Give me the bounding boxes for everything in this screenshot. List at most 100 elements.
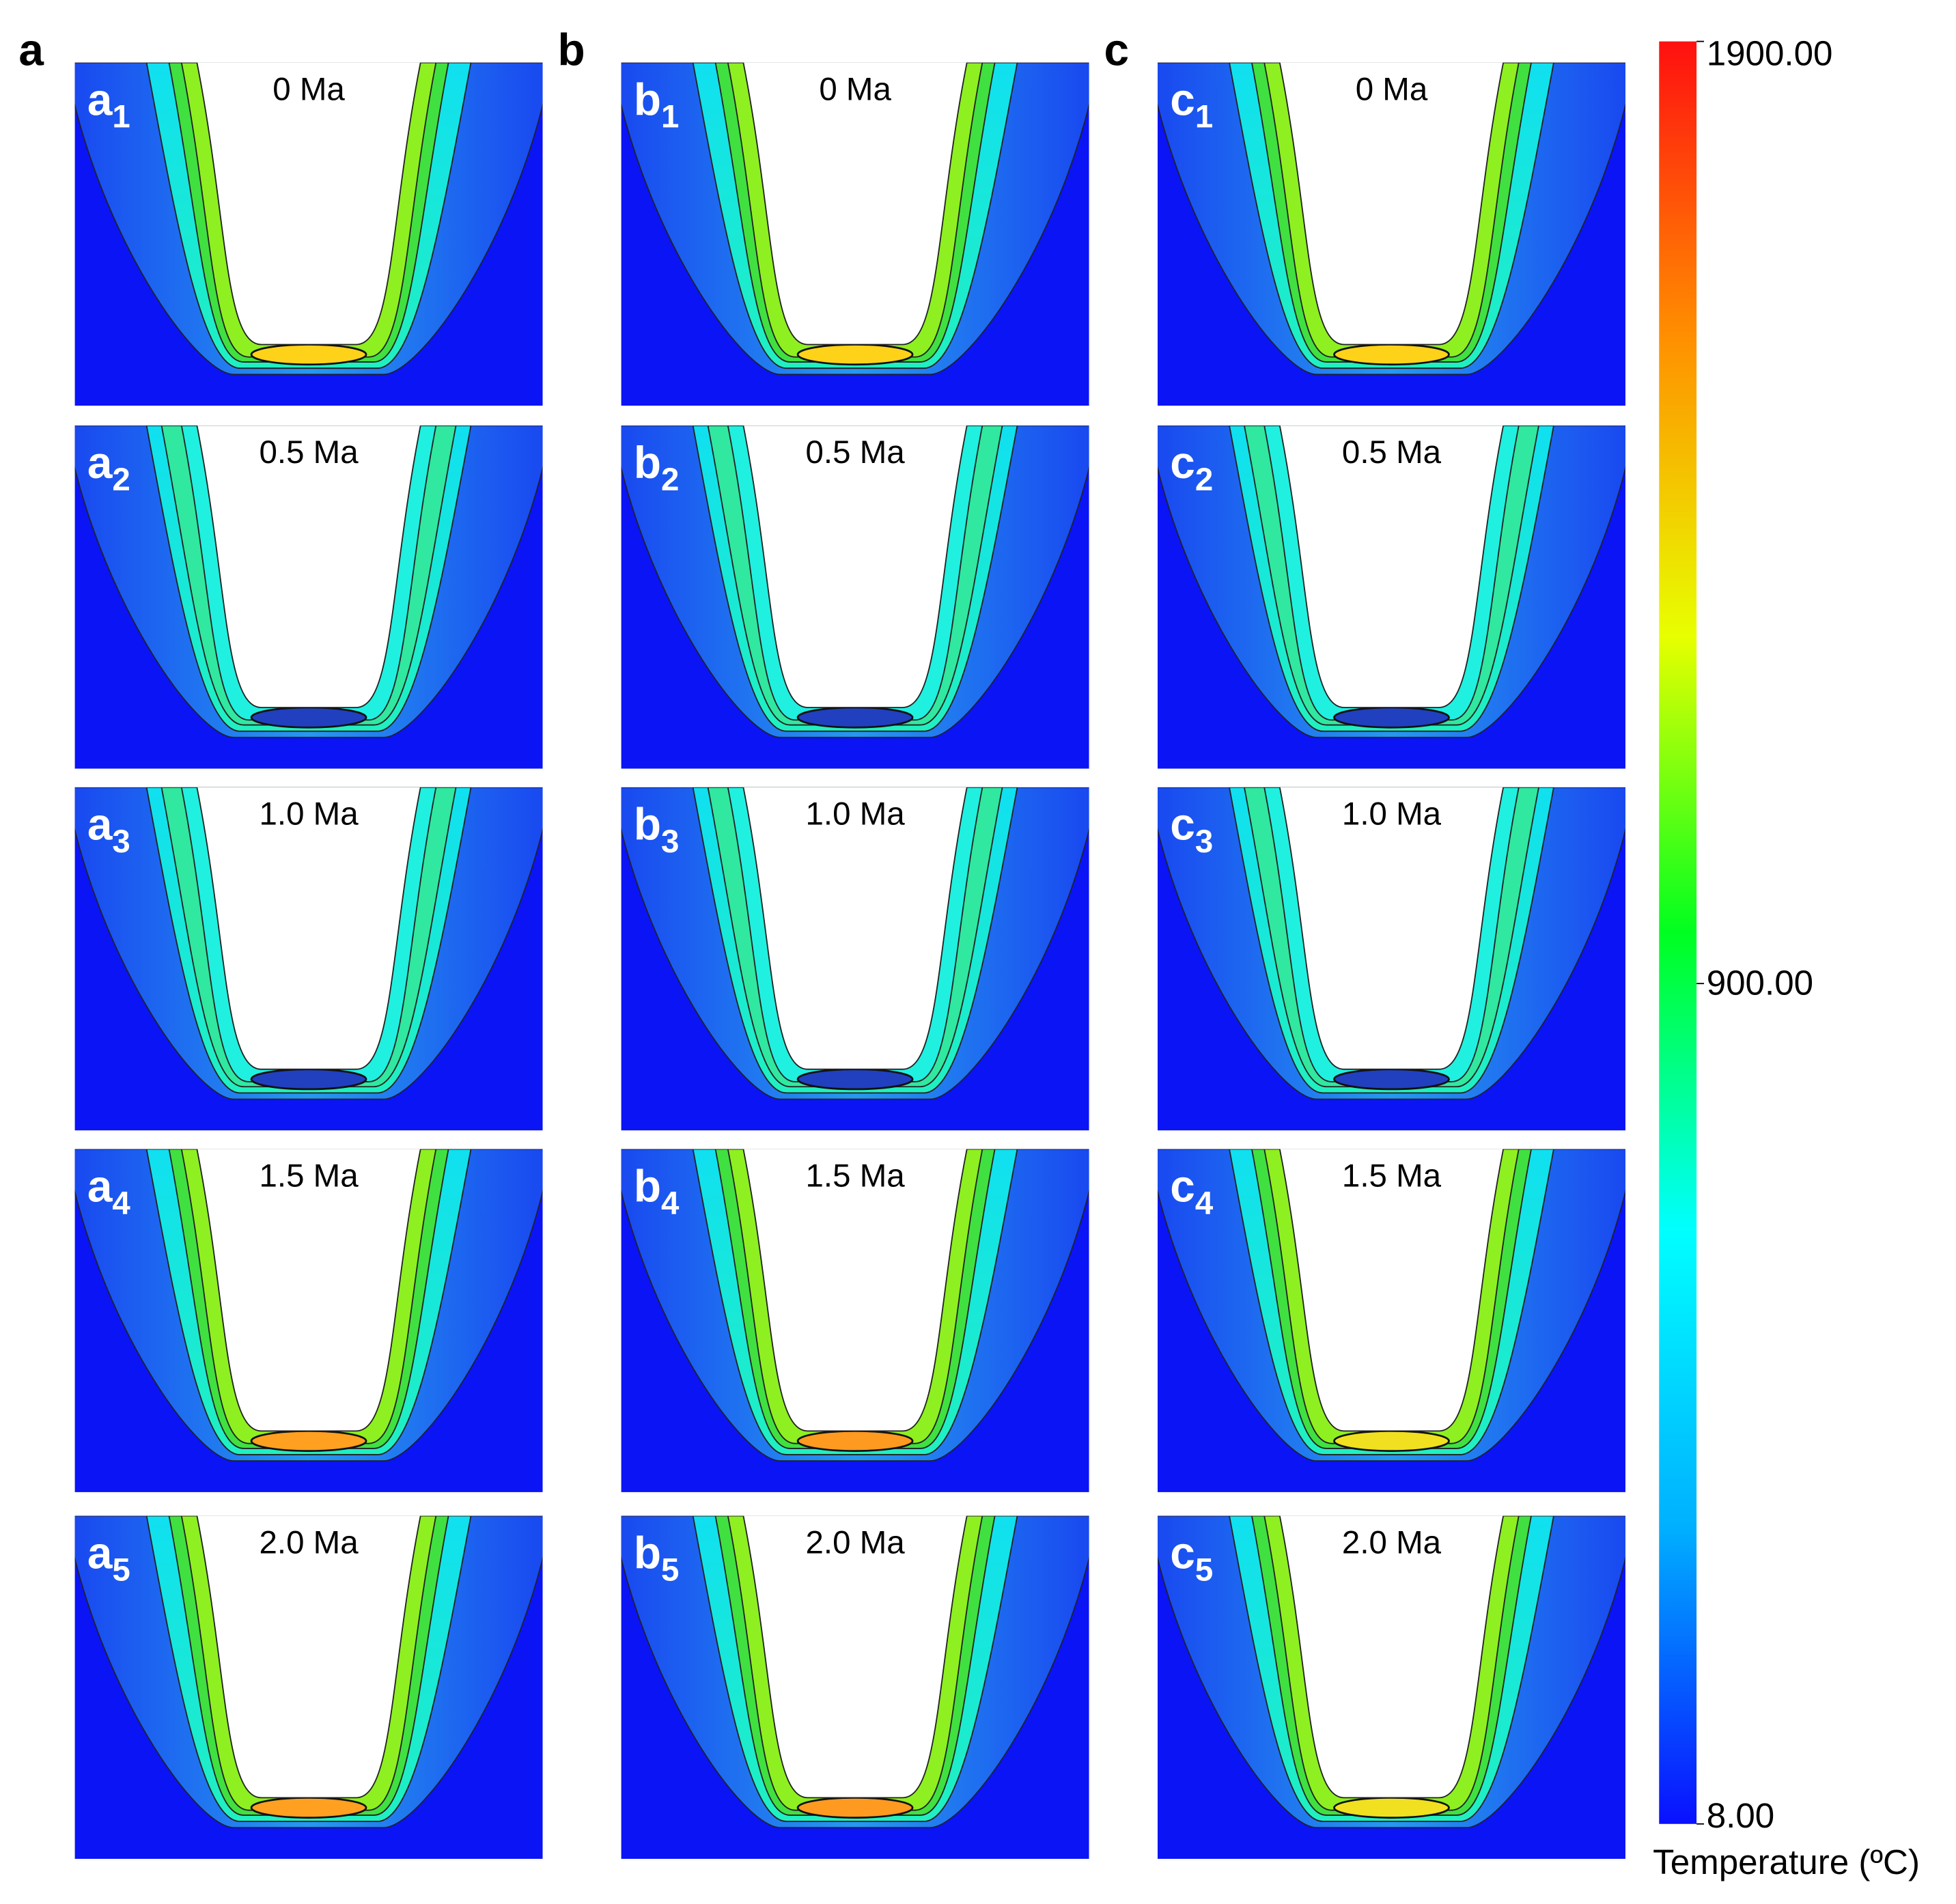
- cavity: [196, 425, 421, 708]
- tip: [1333, 1430, 1450, 1452]
- cavity: [742, 787, 968, 1070]
- panel-index: 4: [661, 1186, 680, 1222]
- cavity: [1279, 1149, 1505, 1432]
- column-label: b: [557, 24, 585, 74]
- cavity: [742, 62, 968, 346]
- cavity: [742, 1149, 968, 1432]
- plume: [621, 1149, 1089, 1462]
- panel-time: 0 Ma: [819, 71, 891, 107]
- plume: [74, 1515, 543, 1829]
- cavity: [1279, 787, 1505, 1070]
- panel-index: 4: [1195, 1186, 1214, 1222]
- panel-time: 1.0 Ma: [260, 796, 359, 832]
- colorbar: [1659, 41, 1697, 1824]
- plume: [74, 787, 543, 1100]
- panel-index: 3: [1195, 824, 1213, 860]
- cavity: [1279, 1515, 1505, 1799]
- panel-label: b4: [634, 1160, 680, 1221]
- panel: 0 Ma b1: [621, 62, 1089, 406]
- panel-index: 5: [1195, 1552, 1213, 1588]
- panel-index: 4: [112, 1186, 130, 1222]
- panel-index: 2: [1195, 462, 1213, 498]
- panel-time: 0 Ma: [1356, 71, 1428, 107]
- plume: [621, 425, 1089, 738]
- panel-label: a2: [87, 437, 130, 498]
- panel-letter: b: [634, 437, 661, 488]
- panel-letter: a: [87, 74, 113, 124]
- panel: 2.0 Ma b5: [621, 1515, 1089, 1859]
- panel-time: 0.5 Ma: [260, 434, 359, 471]
- panel-index: 1: [112, 99, 130, 135]
- plume: [74, 425, 543, 738]
- panel-letter: a: [87, 1160, 113, 1211]
- tip: [250, 1797, 367, 1819]
- colorbar-tick-label: 8.00: [1707, 1796, 1775, 1835]
- column-label: a: [18, 24, 44, 74]
- cavity: [1279, 62, 1505, 346]
- panel: 1.0 Ma a3: [74, 787, 543, 1131]
- colorbar-title: Temperature (ºC): [1653, 1843, 1920, 1881]
- panel-letter: b: [634, 1527, 661, 1578]
- panel-label: c1: [1170, 74, 1213, 135]
- panel: 2.0 Ma c5: [1158, 1515, 1625, 1859]
- panel-time: 1.5 Ma: [806, 1158, 906, 1194]
- panel: 0.5 Ma c2: [1158, 425, 1625, 769]
- panel-label: a4: [87, 1160, 131, 1221]
- tip: [250, 1430, 367, 1452]
- panel-time: 1.0 Ma: [806, 796, 906, 832]
- panel-label: c3: [1170, 799, 1213, 860]
- panel: 2.0 Ma a5: [74, 1515, 543, 1859]
- panel-label: b1: [634, 74, 680, 135]
- panel-time: 1.0 Ma: [1342, 796, 1442, 832]
- panel-letter: a: [87, 799, 113, 850]
- panel: 0.5 Ma b2: [621, 425, 1089, 769]
- panel-index: 5: [661, 1552, 679, 1588]
- cavity: [196, 1515, 421, 1799]
- panel-label: c5: [1170, 1527, 1213, 1588]
- tip: [796, 706, 914, 729]
- plume: [74, 62, 543, 376]
- panel-time: 0.5 Ma: [806, 434, 906, 471]
- plume: [1158, 425, 1625, 738]
- plume: [1158, 1515, 1625, 1829]
- panel-time: 2.0 Ma: [1342, 1524, 1442, 1560]
- panel-label: b2: [634, 437, 680, 498]
- tip: [796, 1068, 914, 1091]
- tip: [1333, 1797, 1450, 1819]
- colorbar-tick-label: 900.00: [1707, 964, 1813, 1003]
- plume: [74, 1149, 543, 1462]
- panel-label: b5: [634, 1527, 680, 1588]
- panel-time: 0.5 Ma: [1342, 434, 1442, 471]
- cavity: [196, 1149, 421, 1432]
- cavity: [196, 62, 421, 346]
- plume: [621, 62, 1089, 376]
- plume: [621, 1515, 1089, 1829]
- plume: [621, 787, 1089, 1100]
- panel-label: a5: [87, 1527, 130, 1588]
- column-label: c: [1104, 24, 1129, 74]
- cavity: [742, 425, 968, 708]
- panel: 0 Ma a1: [74, 62, 543, 406]
- plume: [1158, 62, 1625, 376]
- panel: 0 Ma c1: [1158, 62, 1625, 406]
- panel: 0.5 Ma a2: [74, 425, 543, 769]
- panel-index: 5: [112, 1552, 130, 1588]
- colorbar-tick-label: 1900.00: [1707, 33, 1833, 72]
- tip: [1333, 706, 1450, 729]
- panel: 1.0 Ma c3: [1158, 787, 1625, 1131]
- plume: [1158, 1149, 1625, 1462]
- panel-letter: b: [634, 799, 661, 850]
- panel-letter: b: [634, 1160, 661, 1211]
- cavity: [196, 787, 421, 1070]
- plume: [1158, 787, 1625, 1100]
- panel-letter: a: [87, 437, 113, 488]
- tip: [250, 1068, 367, 1091]
- panel-time: 2.0 Ma: [806, 1524, 906, 1560]
- panel-time: 2.0 Ma: [260, 1524, 359, 1560]
- panel-index: 3: [112, 824, 130, 860]
- panel-label: b3: [634, 799, 680, 860]
- panel-label: a3: [87, 799, 130, 860]
- panel-index: 2: [661, 462, 679, 498]
- panel: 1.5 Ma b4: [621, 1149, 1089, 1492]
